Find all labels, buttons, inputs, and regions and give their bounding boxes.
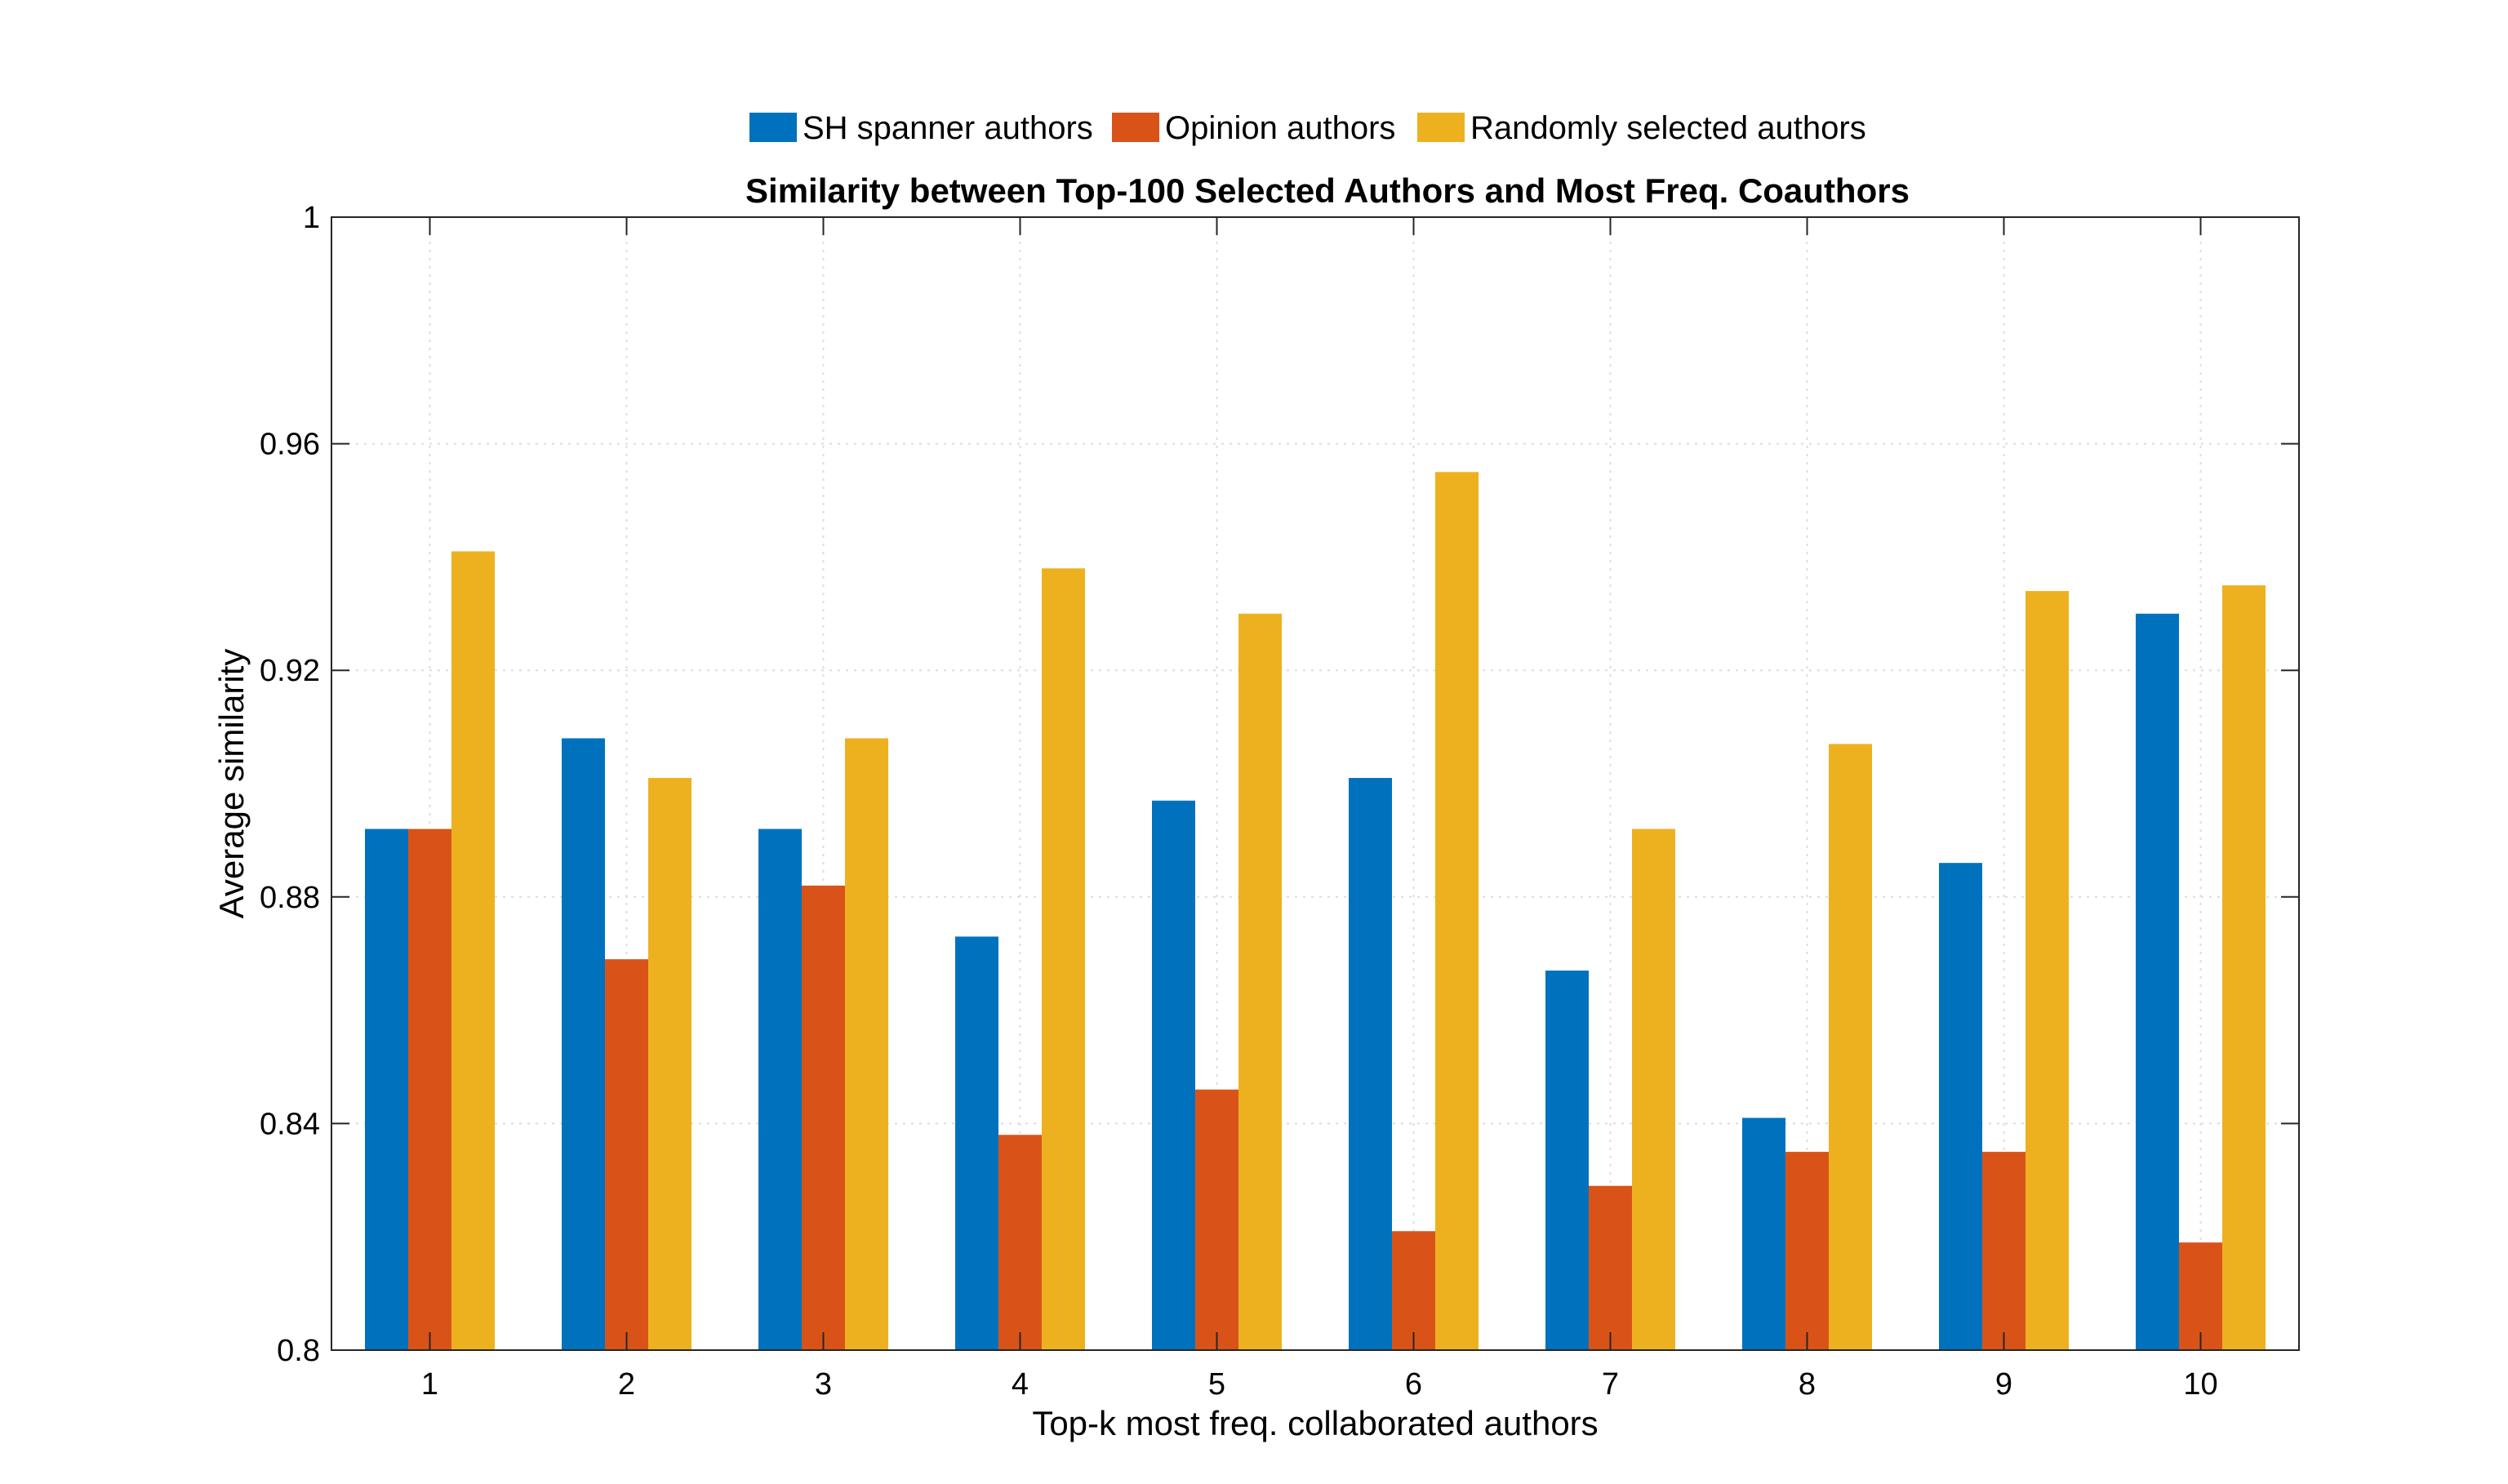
legend-label-random: Randomly selected authors — [1470, 110, 1866, 146]
x-tick-label: 9 — [1995, 1367, 2012, 1402]
bar-randomly-k6 — [1435, 472, 1479, 1350]
bar-randomly-k5 — [1238, 613, 1282, 1350]
y-tick-label: 0.84 — [260, 1107, 320, 1141]
legend-swatch-sh-spanner — [749, 113, 797, 142]
bar-sh-k8 — [1742, 1117, 1785, 1350]
x-axis-label: Top-k most freq. collaborated authors — [1032, 1404, 1598, 1442]
bar-randomly-k10 — [2222, 585, 2266, 1350]
bar-randomly-k9 — [2026, 591, 2069, 1350]
x-tick-label: 1 — [421, 1367, 438, 1402]
x-tick-label: 8 — [1799, 1367, 1816, 1402]
bar-sh-k2 — [562, 738, 605, 1350]
bar-sh-k3 — [758, 829, 802, 1350]
y-axis-label: Average similarity — [212, 649, 251, 919]
bar-randomly-k7 — [1632, 829, 1675, 1350]
legend-label-opinion: Opinion authors — [1165, 110, 1395, 146]
bar-opinion-k8 — [1785, 1152, 1829, 1350]
bar-randomly-k1 — [451, 551, 495, 1350]
bar-sh-k7 — [1545, 971, 1589, 1350]
bar-randomly-k2 — [648, 778, 691, 1350]
y-tick-label: 0.92 — [260, 654, 320, 688]
bar-randomly-k4 — [1042, 568, 1085, 1350]
x-tick-label: 3 — [815, 1367, 832, 1402]
bar-opinion-k4 — [998, 1135, 1042, 1350]
legend-label-sh-spanner: SH spanner authors — [803, 110, 1093, 146]
y-tick-label: 1 — [303, 201, 320, 235]
bar-sh-k10 — [2136, 613, 2179, 1350]
bar-sh-k9 — [1939, 863, 1982, 1350]
x-tick-labels: 1 2 3 4 5 6 7 8 9 10 — [421, 1367, 2218, 1402]
bar-opinion-k5 — [1195, 1089, 1238, 1350]
bar-opinion-k3 — [802, 885, 845, 1350]
plot-frame — [331, 216, 2300, 1351]
bar-opinion-k2 — [605, 959, 648, 1350]
bar-sh-k6 — [1349, 778, 1392, 1350]
x-tick-label: 2 — [618, 1367, 635, 1402]
bar-sh-k5 — [1152, 800, 1195, 1350]
bar-opinion-k6 — [1392, 1231, 1435, 1350]
bar-opinion-k7 — [1589, 1185, 1632, 1350]
x-tick-label: 4 — [1012, 1367, 1029, 1402]
x-tick-label: 5 — [1208, 1367, 1225, 1402]
x-tick-label: 7 — [1602, 1367, 1619, 1402]
bar-opinion-k9 — [1982, 1152, 2026, 1350]
bar-sh-k4 — [955, 936, 998, 1350]
bars — [365, 472, 2266, 1350]
bar-opinion-k1 — [408, 829, 451, 1350]
legend-swatch-opinion — [1112, 113, 1159, 142]
y-tick-label: 0.88 — [260, 881, 320, 915]
legend: SH spanner authors Opinion authors Rando… — [749, 110, 1866, 146]
legend-swatch-random — [1417, 113, 1465, 142]
x-tick-label: 10 — [2183, 1367, 2217, 1402]
axis-ticks — [331, 216, 2299, 1351]
y-tick-labels: 0.8 0.84 0.88 0.92 0.96 1 — [260, 201, 320, 1368]
chart-title: Similarity between Top-100 Selected Auth… — [745, 171, 1910, 210]
bar-randomly-k3 — [845, 738, 888, 1350]
x-tick-label: 6 — [1405, 1367, 1422, 1402]
bar-randomly-k8 — [1829, 744, 1872, 1350]
y-tick-label: 0.96 — [260, 428, 320, 462]
bar-sh-k1 — [365, 829, 408, 1350]
y-tick-label: 0.8 — [277, 1334, 320, 1368]
